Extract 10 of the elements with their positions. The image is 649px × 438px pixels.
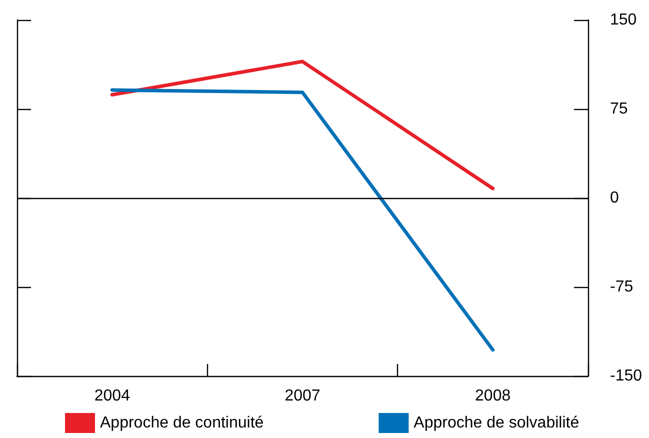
y-tick-label: 0	[610, 190, 619, 206]
y-tick-label: -150	[610, 368, 642, 384]
y-tick-label: -75	[610, 278, 634, 296]
x-tick-label: 2008	[475, 388, 511, 404]
y-tick-label: 75	[610, 100, 628, 118]
x-tick-label: 2007	[284, 388, 320, 404]
legend-label: Approche de continuité	[100, 414, 264, 432]
x-tick-label: 2004	[94, 388, 130, 404]
legend-label: Approche de solvabilité	[414, 414, 580, 432]
y-tick-label: 150	[610, 12, 637, 28]
